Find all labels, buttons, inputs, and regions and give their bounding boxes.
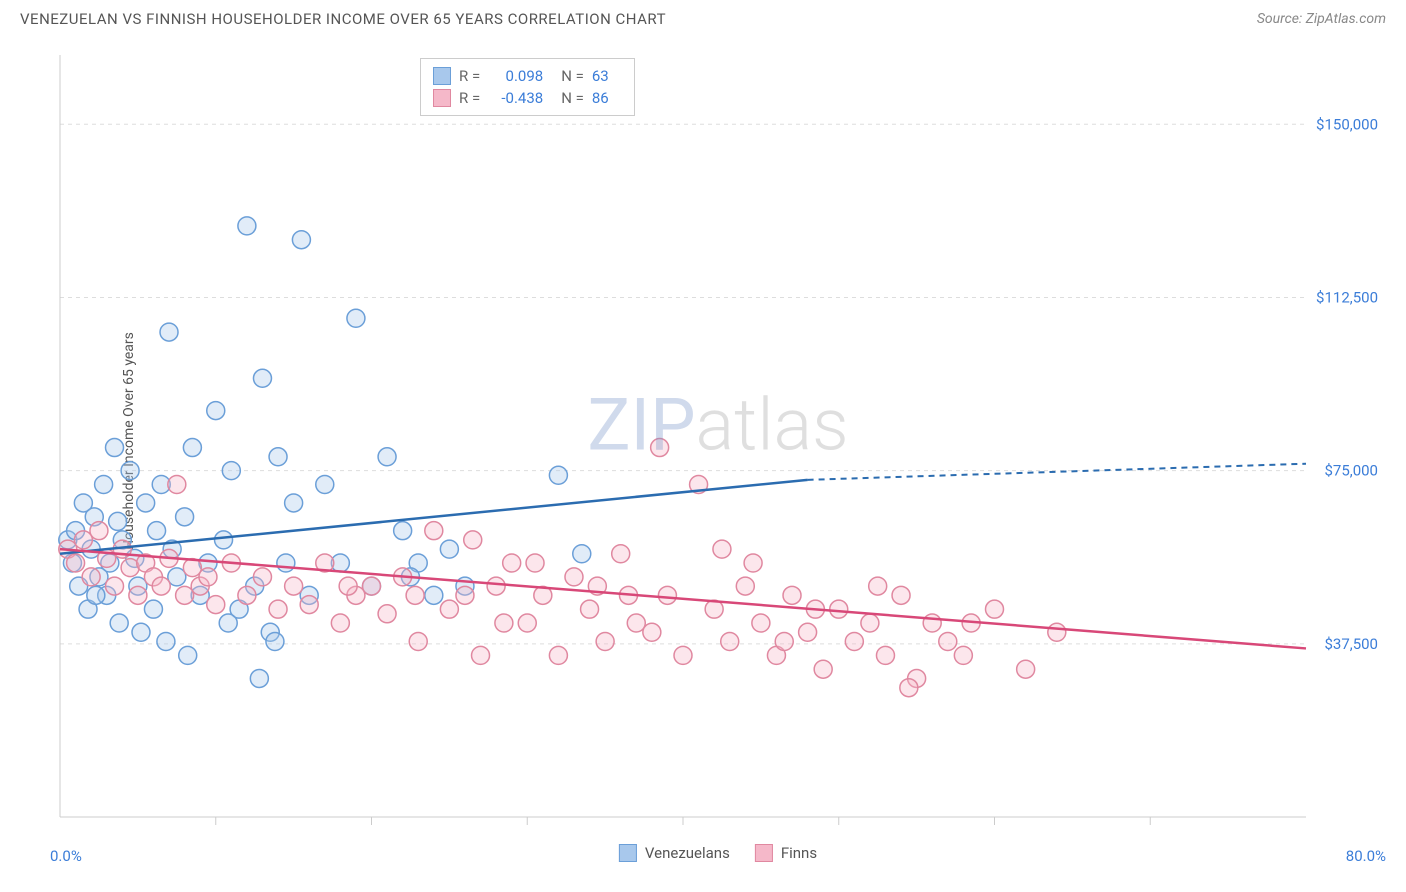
scatter-chart: $37,500 $75,000 $112,500 $150,000 [50,50,1386,832]
x-axis-end: 80.0% [1346,847,1386,865]
stats-r-label: R = [459,67,480,85]
legend-swatch [619,844,637,862]
stats-n-label: N = [561,67,584,85]
legend: Venezuelans Finns [619,844,817,862]
y-tick-label: $37,500 [1324,635,1378,653]
legend-label: Finns [781,844,817,862]
stats-r-label: R = [459,89,480,107]
source-attribution: Source: ZipAtlas.com [1257,11,1386,27]
chart-title: VENEZUELAN VS FINNISH HOUSEHOLDER INCOME… [20,10,666,28]
stats-n-label: N = [561,89,584,107]
stats-r-value: 0.098 [488,67,543,85]
header: VENEZUELAN VS FINNISH HOUSEHOLDER INCOME… [0,0,1406,28]
stats-swatch [433,67,451,85]
x-axis-start: 0.0% [50,847,82,865]
legend-swatch [755,844,773,862]
legend-label: Venezuelans [645,844,730,862]
stats-box: R = 0.098 N = 63 R = -0.438 N = 86 [420,58,635,116]
stats-r-value: -0.438 [488,89,543,107]
stats-n-value: 63 [592,67,622,85]
stats-swatch [433,89,451,107]
y-tick-label: $150,000 [1316,115,1378,133]
y-tick-label: $75,000 [1324,462,1378,480]
stats-n-value: 86 [592,89,622,107]
chart-container: Householder Income Over 65 years $37,500… [50,50,1386,832]
legend-item: Venezuelans [619,844,730,862]
stats-row: R = -0.438 N = 86 [433,87,622,109]
stats-row: R = 0.098 N = 63 [433,65,622,87]
legend-item: Finns [755,844,817,862]
trendline-venezuelans-extrapolated [808,464,1306,480]
y-tick-label: $112,500 [1316,288,1378,306]
